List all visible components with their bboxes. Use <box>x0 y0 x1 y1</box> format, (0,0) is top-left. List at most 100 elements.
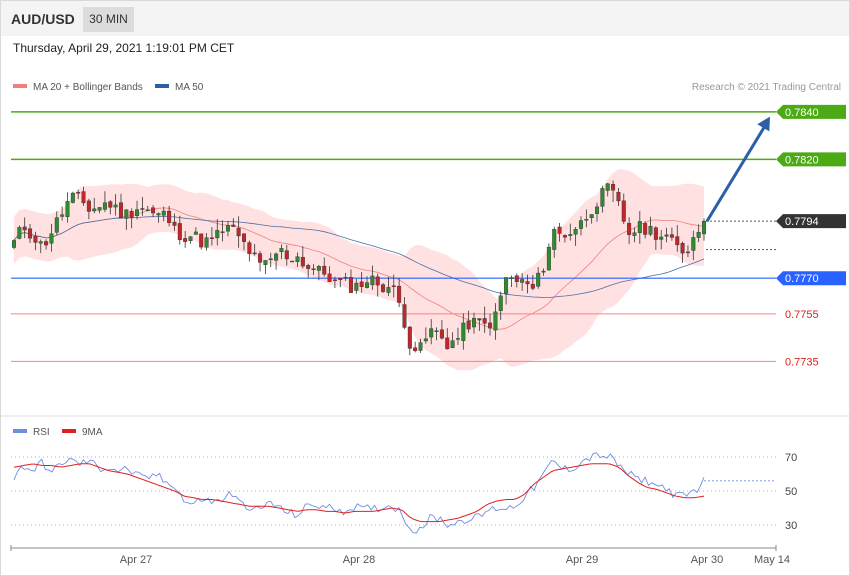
candle <box>648 216 653 237</box>
credit-label: Research © 2021 Trading Central <box>692 82 841 93</box>
candle <box>530 275 535 291</box>
candle-body <box>402 304 407 328</box>
candle-body <box>300 256 305 267</box>
candle <box>482 306 487 333</box>
candle-body <box>140 208 145 210</box>
pivot-level-label: 0.7770 <box>785 273 819 285</box>
timeframe-badge[interactable]: 30 MIN <box>83 7 134 32</box>
candle <box>504 277 509 305</box>
candle-body <box>220 231 225 233</box>
rsi-line <box>13 452 705 534</box>
candle-body <box>691 237 696 251</box>
candle <box>311 264 316 276</box>
candle <box>124 209 129 230</box>
candle <box>541 268 546 276</box>
candle <box>536 267 541 289</box>
candle-body <box>525 281 530 285</box>
candle <box>643 221 648 239</box>
candle-body <box>274 253 279 261</box>
candle-body <box>118 202 123 219</box>
candle <box>439 320 444 340</box>
candle-body <box>268 258 273 260</box>
candle <box>220 220 225 242</box>
candle-body <box>86 200 91 212</box>
candle <box>102 191 107 213</box>
candle-body <box>557 226 562 234</box>
candle <box>92 197 97 214</box>
candle-body <box>627 222 632 235</box>
candle-body <box>11 240 16 248</box>
candle <box>621 193 626 225</box>
candle <box>161 206 166 222</box>
candle-body <box>477 318 482 321</box>
candle <box>423 327 428 344</box>
candle <box>637 211 642 244</box>
candle-body <box>215 230 220 239</box>
candle <box>696 224 701 243</box>
candle-body <box>316 266 321 271</box>
candle <box>568 223 573 241</box>
candle-body <box>209 237 214 239</box>
candle <box>418 338 423 354</box>
resistance-level-tag <box>776 104 846 119</box>
candle-body <box>605 183 610 191</box>
candle <box>177 215 182 245</box>
candle-body <box>493 311 498 331</box>
candle-body <box>231 224 236 227</box>
candle-body <box>151 207 156 214</box>
candle <box>28 223 33 243</box>
candle <box>434 327 439 341</box>
candle <box>595 202 600 222</box>
pivot-level-tag <box>776 271 846 286</box>
candle-body <box>263 260 268 265</box>
candle-body <box>102 202 107 210</box>
candle <box>616 188 621 207</box>
candle-body <box>365 282 370 288</box>
candle-body <box>348 277 353 293</box>
candle-body <box>193 231 198 235</box>
candle <box>627 217 632 245</box>
candle <box>135 200 140 220</box>
resistance-level-label: 0.7840 <box>785 107 819 119</box>
time-tick-label: Apr 27 <box>120 554 152 566</box>
candle-body <box>65 201 70 217</box>
candle-body <box>584 219 589 221</box>
candle <box>488 313 493 336</box>
candle-body <box>161 210 166 216</box>
candle <box>354 278 359 294</box>
candle <box>472 312 477 334</box>
candle <box>316 264 321 281</box>
candle <box>632 227 637 243</box>
candle <box>236 216 241 248</box>
candle <box>659 230 664 250</box>
candle <box>172 213 177 231</box>
candle-body <box>589 214 594 219</box>
candle-body <box>386 287 391 293</box>
rsi-ma-line <box>13 463 705 523</box>
candle <box>365 276 370 289</box>
candle-body <box>552 229 557 250</box>
candle <box>54 211 59 235</box>
rsi-panel: 70 50 30 <box>11 452 797 534</box>
candle <box>375 273 380 297</box>
candle <box>290 260 295 263</box>
candle <box>429 319 434 345</box>
candle <box>520 273 525 291</box>
candle-body <box>562 235 567 238</box>
candle-body <box>322 265 327 275</box>
datetime-label: Thursday, April 29, 2021 1:19:01 PM CET <box>13 41 235 55</box>
candle <box>247 240 252 262</box>
candle <box>359 271 364 293</box>
candle <box>300 246 305 269</box>
time-tick-label: May 14 <box>754 554 790 566</box>
candle <box>407 326 412 356</box>
candle <box>49 223 54 252</box>
candle-body <box>145 209 150 211</box>
time-tick-label: Apr 30 <box>691 554 723 566</box>
legend-bollinger-swatch <box>13 84 27 88</box>
current-price-label: 0.7794 <box>785 216 819 228</box>
candle <box>188 235 193 244</box>
candle <box>498 291 503 320</box>
candle <box>611 180 616 203</box>
